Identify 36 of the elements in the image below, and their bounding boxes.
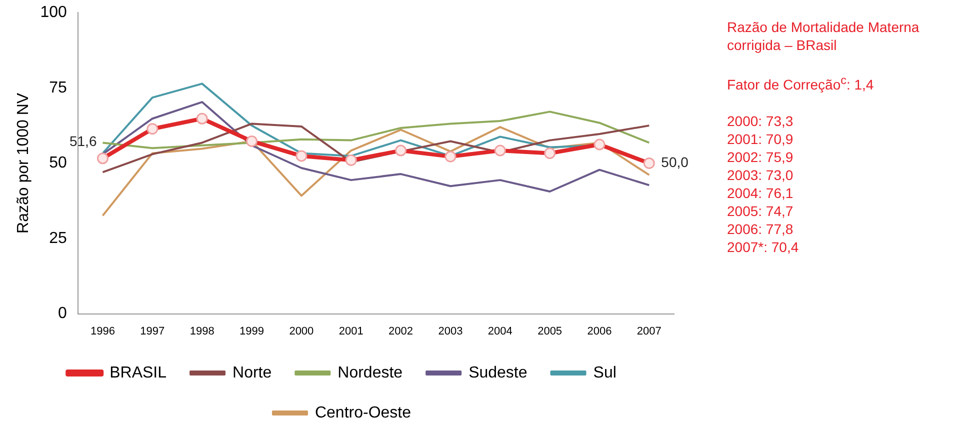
text: Razão de Mortalidade Materna corrigida – BRasil [727,18,920,54]
text: 2007*: 70,4 [727,238,800,256]
text: 2001: 70,9 [727,130,794,148]
text: Fator de Correção$^{c}$: 1,4 [727,73,875,94]
legend-label: Sudeste [468,364,528,382]
x-tick-label: 2003 [438,325,463,338]
y-tick-label: 0 [58,305,67,322]
x-tick-label: 1997 [140,325,165,338]
legend-label: Nordeste [338,364,403,382]
x-tick-label: 2006 [587,325,612,338]
x-tick-label: 1996 [90,325,115,338]
x-tick-label: 1999 [240,325,264,338]
legend-label: Norte [232,364,272,382]
legend-label: BRASIL [110,364,167,382]
text: 2004: 76,1 [727,184,794,202]
y-tick-label: 25 [49,230,67,247]
annotation: 51,6 [69,133,97,150]
x-tick-label: 2004 [488,325,512,338]
annotation: 50,0 [661,154,689,170]
x-tick-label: 2000 [289,325,314,338]
text: 2002: 75,9 [727,148,794,166]
text: 2000: 73,3 [727,112,794,130]
y-tick-label: 50 [49,154,67,172]
x-tick-label: 2001 [338,325,364,338]
x-tick-label: 2007 [636,325,662,338]
legend-label: Sul [593,364,616,382]
x-tick-label: 2005 [538,325,562,338]
x-tick-label: 2002 [388,325,414,338]
text: 2003: 73,0 [727,166,794,184]
text: 2006: 77,8 [727,220,794,238]
text: 2005: 74,7 [727,202,794,220]
x-tick-label: 1998 [190,325,214,338]
y-axis-title: Razão por 1000 NV [15,92,32,234]
y-tick-label: 75 [49,79,67,96]
legend-label: Centro-Oeste [314,404,412,422]
y-tick-label: 100 [40,4,67,22]
